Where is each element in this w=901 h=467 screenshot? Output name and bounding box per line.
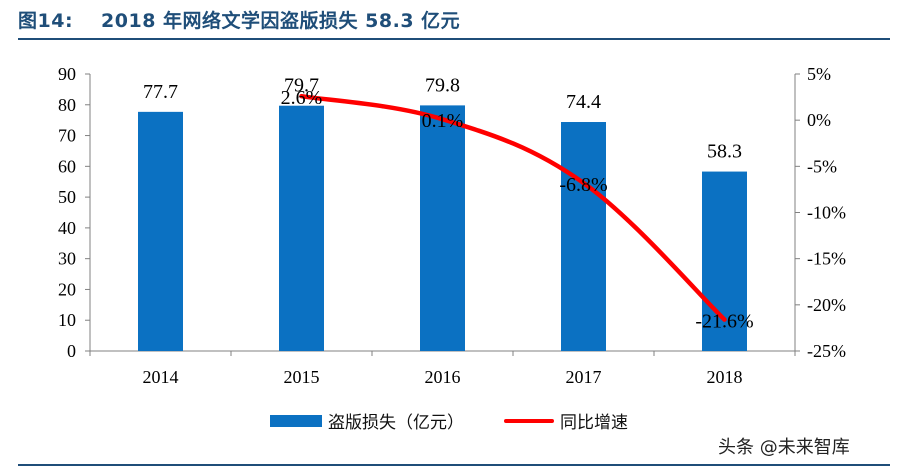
legend-label-bar: 盗版损失（亿元） <box>328 413 464 433</box>
line-data-label: -6.8% <box>559 174 607 196</box>
y-left-tick-label: 10 <box>58 310 76 330</box>
top-rule <box>18 38 890 40</box>
bar-data-label: 74.4 <box>566 91 601 113</box>
watermark: 头条 @未来智库 <box>718 437 850 458</box>
y-right-tick-label: -10% <box>807 203 846 223</box>
line-data-label: 2.6% <box>281 87 323 109</box>
y-right-tick-label: 5% <box>807 64 831 84</box>
x-tick-label: 2015 <box>284 367 320 387</box>
y-left-tick-label: 50 <box>58 187 76 207</box>
y-left-tick-label: 30 <box>58 249 76 269</box>
line-data-label: 0.1% <box>422 110 464 132</box>
x-tick-label: 2017 <box>566 367 602 387</box>
legend-label-line: 同比增速 <box>560 413 628 433</box>
y-right-tick-label: -25% <box>807 341 846 361</box>
y-left-tick-label: 60 <box>58 156 76 176</box>
y-right-tick-label: -15% <box>807 249 846 269</box>
y-right-tick-label: 0% <box>807 110 831 130</box>
y-left-tick-label: 80 <box>58 95 76 115</box>
figure-title: 图14: 2018 年网络文学因盗版损失 58.3 亿元 <box>18 6 460 33</box>
line-data-label: -21.6% <box>695 311 753 333</box>
bar-data-label: 77.7 <box>143 81 178 103</box>
bar-data-label: 58.3 <box>707 141 742 163</box>
bar <box>561 122 606 351</box>
growth-line <box>299 93 727 322</box>
legend-item-bar: 盗版损失（亿元） <box>270 408 464 433</box>
figure-number: 图14: <box>18 10 74 32</box>
bar-data-label: 79.7 <box>284 75 319 97</box>
legend-swatch-line <box>504 418 554 423</box>
legend: 盗版损失（亿元） 同比增速 <box>270 408 668 433</box>
y-left-tick-label: 90 <box>58 64 76 84</box>
x-tick-label: 2014 <box>143 367 179 387</box>
bottom-rule <box>18 464 890 466</box>
x-tick-label: 2016 <box>425 367 461 387</box>
y-left-tick-label: 20 <box>58 279 76 299</box>
bar <box>138 111 183 352</box>
bar <box>420 105 465 351</box>
x-tick-label: 2018 <box>707 367 743 387</box>
legend-item-line: 同比增速 <box>504 408 628 433</box>
y-left-tick-label: 40 <box>58 218 76 238</box>
legend-swatch-bar <box>270 414 322 427</box>
y-right-tick-label: -20% <box>807 295 846 315</box>
bar <box>279 105 324 351</box>
y-right-tick-label: -5% <box>807 156 837 176</box>
bar-data-label: 79.8 <box>425 74 460 96</box>
y-left-tick-label: 0 <box>67 341 76 361</box>
y-left-tick-label: 70 <box>58 126 76 146</box>
figure-title-text: 2018 年网络文学因盗版损失 58.3 亿元 <box>101 10 461 32</box>
chart: 0 10 20 30 40 50 60 70 80 90 5% 0% -5% -10% -15% -20% -2… <box>58 64 846 387</box>
